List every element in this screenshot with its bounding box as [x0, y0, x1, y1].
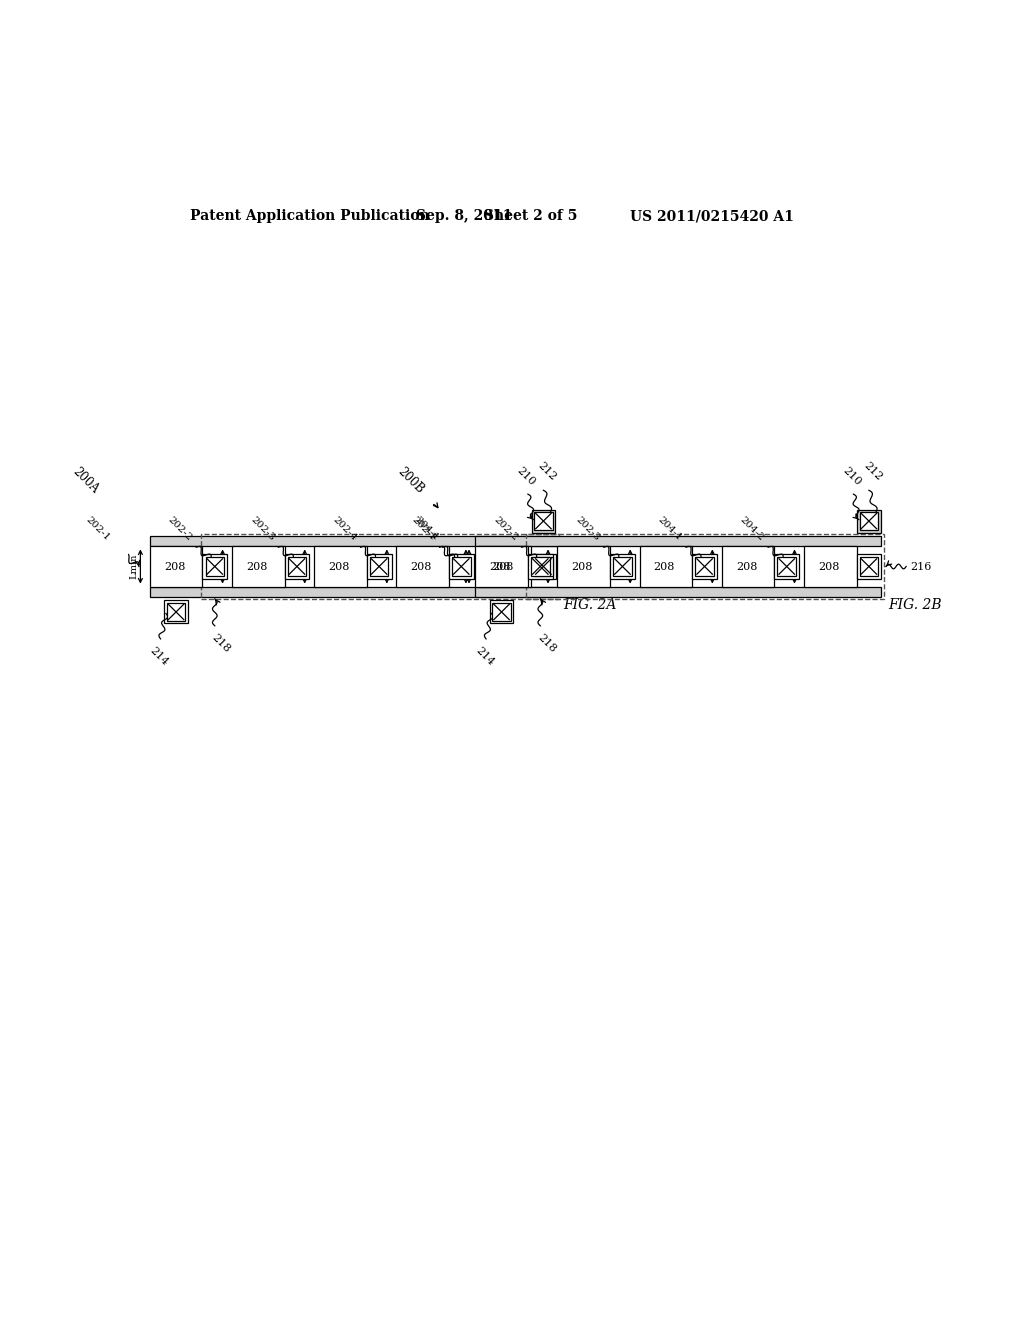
Text: FIG. 2B: FIG. 2B	[888, 598, 942, 612]
Bar	[531, 554, 556, 579]
Text: 208: 208	[818, 561, 840, 572]
Text: 212: 212	[537, 461, 558, 483]
Bar	[856, 554, 882, 579]
Text: Lmin: Lmin	[783, 554, 793, 579]
Bar	[489, 601, 513, 623]
Bar	[165, 601, 187, 623]
Bar	[367, 554, 391, 579]
Bar	[231, 546, 285, 586]
Text: Lmin: Lmin	[537, 554, 546, 579]
Bar	[475, 586, 882, 598]
Bar	[452, 557, 471, 576]
Text: Sep. 8, 2011: Sep. 8, 2011	[417, 209, 513, 223]
Text: Lmin: Lmin	[293, 554, 302, 579]
Text: 208: 208	[328, 561, 349, 572]
Bar	[449, 554, 474, 579]
Text: US 2011/0215420 A1: US 2011/0215420 A1	[630, 209, 794, 223]
Bar	[206, 557, 224, 576]
Bar	[859, 557, 879, 576]
Bar	[150, 586, 556, 598]
Text: 208: 208	[489, 561, 511, 572]
Bar	[288, 557, 306, 576]
Bar	[859, 512, 879, 531]
Text: 210: 210	[515, 466, 538, 488]
Text: 218: 218	[536, 632, 558, 655]
Text: 216: 216	[910, 561, 932, 572]
Text: 200A: 200A	[70, 465, 101, 496]
Text: 216: 216	[585, 561, 606, 572]
Text: Patent Application Publication: Patent Application Publication	[190, 209, 430, 223]
Text: 208: 208	[493, 561, 514, 572]
Text: 202-2: 202-2	[166, 515, 194, 543]
Bar	[692, 554, 717, 579]
Bar	[475, 536, 882, 546]
Bar	[613, 557, 632, 576]
Text: 208: 208	[411, 561, 432, 572]
Bar	[610, 554, 635, 579]
Text: FIG. 2A: FIG. 2A	[563, 598, 616, 612]
Bar	[493, 603, 511, 622]
Text: 202-1: 202-1	[84, 515, 112, 543]
Bar	[531, 510, 555, 533]
Text: 214: 214	[147, 645, 170, 667]
Text: Lmin: Lmin	[618, 554, 628, 579]
Text: 214: 214	[473, 645, 496, 667]
Bar	[201, 535, 559, 599]
Bar	[526, 535, 885, 599]
Bar	[774, 554, 799, 579]
Text: 202-2: 202-2	[492, 515, 519, 543]
Bar	[167, 603, 185, 622]
Bar	[314, 546, 367, 586]
Text: 202-4: 202-4	[331, 515, 358, 543]
Bar	[150, 536, 556, 546]
Text: 202-1: 202-1	[410, 515, 437, 543]
Bar	[535, 557, 553, 576]
Bar	[695, 557, 714, 576]
Bar	[478, 546, 531, 586]
Bar	[475, 546, 528, 586]
Text: 218: 218	[210, 632, 232, 655]
Bar	[203, 554, 227, 579]
Text: 208: 208	[164, 561, 185, 572]
Text: 200B: 200B	[395, 465, 426, 496]
Text: Lmin: Lmin	[458, 554, 467, 579]
Bar	[557, 546, 610, 586]
Bar	[535, 512, 553, 531]
Text: 204-1: 204-1	[413, 515, 440, 543]
Bar	[370, 557, 388, 576]
Bar	[531, 557, 550, 576]
Bar	[640, 546, 692, 586]
Text: 202-3: 202-3	[249, 515, 276, 543]
Text: Sheet 2 of 5: Sheet 2 of 5	[484, 209, 578, 223]
Text: 208: 208	[653, 561, 675, 572]
Bar	[804, 546, 856, 586]
Bar	[150, 546, 203, 586]
Text: 204-1: 204-1	[656, 515, 684, 543]
Text: 202-3: 202-3	[573, 515, 601, 543]
Bar	[777, 557, 796, 576]
Text: Lmin: Lmin	[211, 554, 220, 579]
Text: 210: 210	[841, 466, 863, 488]
Text: 208: 208	[246, 561, 267, 572]
Bar	[857, 510, 881, 533]
Text: Lmin: Lmin	[129, 554, 138, 579]
Text: 208: 208	[736, 561, 757, 572]
Text: 208: 208	[571, 561, 593, 572]
Bar	[285, 554, 309, 579]
Text: 204-2: 204-2	[738, 515, 766, 543]
Bar	[722, 546, 774, 586]
Text: Lmin: Lmin	[455, 554, 464, 579]
Bar	[528, 554, 553, 579]
Text: 212: 212	[861, 461, 884, 483]
Bar	[396, 546, 449, 586]
Text: Lmin: Lmin	[376, 554, 385, 579]
Text: Lmin: Lmin	[701, 554, 710, 579]
